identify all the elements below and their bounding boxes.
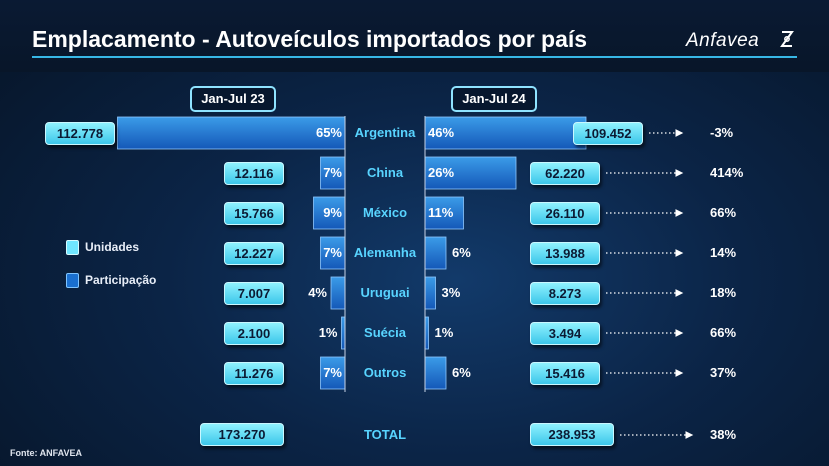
bar-2024 xyxy=(424,156,517,190)
total-2023-box: 173.270 xyxy=(200,423,284,446)
country-label: Argentina xyxy=(354,125,416,140)
share-label-2024: 1% xyxy=(434,325,454,340)
share-label-2024: 3% xyxy=(441,285,461,300)
bar-2024 xyxy=(424,236,447,270)
legend-share-label: Participação xyxy=(85,273,157,287)
source-note: Fonte: ANFAVEA xyxy=(10,448,82,458)
share-label-2024: 26% xyxy=(428,165,455,180)
units-2024-box: 8.273 xyxy=(530,282,600,305)
units-2024-box: 109.452 xyxy=(573,122,643,145)
legend-units-label: Unidades xyxy=(85,240,140,254)
country-label: Alemanha xyxy=(353,245,417,260)
legend-share-swatch xyxy=(66,273,79,288)
growth-label: 37% xyxy=(710,365,737,380)
share-label-2023: 7% xyxy=(323,245,342,260)
country-label: México xyxy=(362,205,408,220)
bar-2024 xyxy=(424,196,464,230)
total-label: TOTAL xyxy=(363,427,407,442)
bar-2023 xyxy=(117,116,346,150)
share-label-2023: 65% xyxy=(315,125,342,140)
total-growth-label: 38% xyxy=(710,427,737,442)
units-2023-box: 15.766 xyxy=(224,202,284,225)
growth-label: 414% xyxy=(710,165,744,180)
units-2023-box: 112.778 xyxy=(45,122,115,145)
units-2023-box: 7.007 xyxy=(224,282,284,305)
units-2024-box: 26.110 xyxy=(530,202,600,225)
share-label-2024: 46% xyxy=(428,125,455,140)
units-2023-box: 12.227 xyxy=(224,242,284,265)
period-label-2024: Jan-Jul 24 xyxy=(451,86,537,112)
bar-2024 xyxy=(424,116,587,150)
bar-2024 xyxy=(424,316,429,350)
bar-2024 xyxy=(424,276,436,310)
legend-units-swatch xyxy=(66,240,79,255)
anfavea-logo: Anfavea xyxy=(686,30,760,51)
page-title: Emplacamento - Autoveículos importados p… xyxy=(32,26,588,52)
title-underline xyxy=(32,56,797,58)
units-2024-box: 3.494 xyxy=(530,322,600,345)
share-label-2024: 6% xyxy=(452,245,471,260)
growth-label: 66% xyxy=(710,325,737,340)
share-label-2023: 9% xyxy=(323,205,342,220)
units-2024-box: 62.220 xyxy=(530,162,600,185)
units-2023-box: 2.100 xyxy=(224,322,284,345)
share-label-2023: 4% xyxy=(308,285,327,300)
country-label: Uruguai xyxy=(360,285,410,300)
share-label-2024: 6% xyxy=(452,365,471,380)
country-label: China xyxy=(366,165,404,180)
units-2024-box: 13.988 xyxy=(530,242,600,265)
units-2023-box: 11.276 xyxy=(224,362,284,385)
total-2024-box: 238.953 xyxy=(530,423,614,446)
anfavea-logo-icon xyxy=(780,31,794,47)
share-label-2023: 7% xyxy=(323,165,342,180)
units-2023-box: 12.116 xyxy=(224,162,284,185)
share-label-2023: 7% xyxy=(323,365,342,380)
country-label: Outros xyxy=(363,365,407,380)
growth-label: 18% xyxy=(710,285,737,300)
units-2024-box: 15.416 xyxy=(530,362,600,385)
share-label-2024: 11% xyxy=(428,205,454,220)
growth-label: 66% xyxy=(710,205,737,220)
growth-label: -3% xyxy=(710,125,734,140)
share-label-2023: 1% xyxy=(318,325,338,340)
country-label: Suécia xyxy=(364,325,406,340)
header-bar xyxy=(0,0,829,72)
period-label-2023: Jan-Jul 23 xyxy=(190,86,276,112)
bar-2024 xyxy=(424,356,447,390)
growth-label: 14% xyxy=(710,245,737,260)
bar-2023 xyxy=(330,276,346,310)
